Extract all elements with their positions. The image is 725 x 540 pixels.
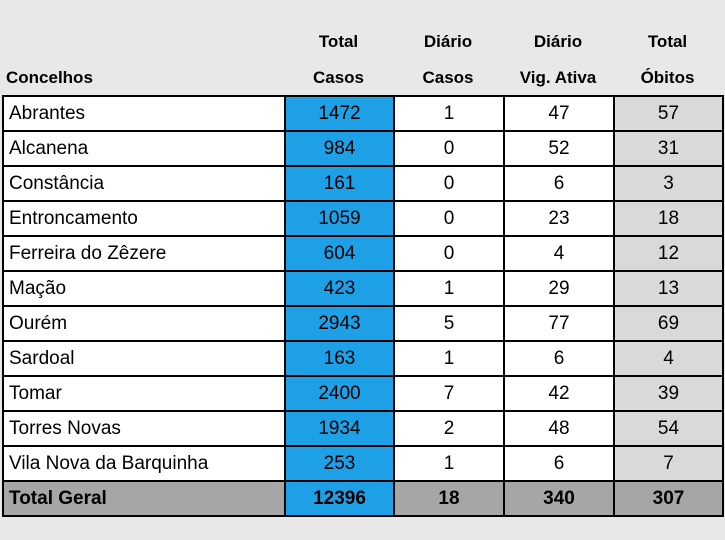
vig-ativa-cell: 42 (503, 375, 615, 412)
vig-ativa-sum: 340 (503, 480, 615, 517)
table-row: Mação 423 1 29 13 (2, 270, 724, 307)
diario-casos-sum: 18 (393, 480, 505, 517)
concelho-name: Ourém (2, 305, 286, 342)
concelho-name: Ferreira do Zêzere (2, 235, 286, 272)
vig-ativa-cell: 29 (503, 270, 615, 307)
diario-casos-cell: 7 (393, 375, 505, 412)
header-vig-ativa-line2: Vig. Ativa (519, 68, 597, 87)
vig-ativa-cell: 48 (503, 410, 615, 447)
vig-ativa-cell: 6 (503, 340, 615, 377)
diario-casos-cell: 2 (393, 410, 505, 447)
total-casos-cell: 253 (284, 445, 395, 482)
header-diario-casos-line2: Casos (422, 68, 474, 87)
total-row: Total Geral 12396 18 340 307 (2, 480, 724, 517)
diario-casos-cell: 1 (393, 270, 505, 307)
header-concelhos: Concelhos (6, 68, 93, 87)
concelho-name: Vila Nova da Barquinha (2, 445, 286, 482)
diario-casos-cell: 0 (393, 235, 505, 272)
vig-ativa-cell: 6 (503, 165, 615, 202)
concelho-name: Abrantes (2, 95, 286, 132)
concelho-name: Alcanena (2, 130, 286, 167)
table-row: Tomar 2400 7 42 39 (2, 375, 724, 412)
vig-ativa-cell: 23 (503, 200, 615, 237)
obitos-sum: 307 (613, 480, 724, 517)
obitos-cell: 12 (613, 235, 724, 272)
header-total-casos-line1: Total (318, 32, 359, 51)
obitos-cell: 7 (613, 445, 724, 482)
header-total-obitos-line1: Total (647, 32, 688, 51)
concelho-name: Constância (2, 165, 286, 202)
total-label: Total Geral (2, 480, 286, 517)
total-casos-cell: 163 (284, 340, 395, 377)
table-header: Concelhos Total Casos Diário Casos Diári… (0, 0, 725, 95)
obitos-cell: 39 (613, 375, 724, 412)
vig-ativa-cell: 77 (503, 305, 615, 342)
table-row: Sardoal 163 1 6 4 (2, 340, 724, 377)
diario-casos-cell: 5 (393, 305, 505, 342)
concelho-name: Mação (2, 270, 286, 307)
obitos-cell: 18 (613, 200, 724, 237)
total-casos-cell: 1059 (284, 200, 395, 237)
obitos-cell: 31 (613, 130, 724, 167)
table-row: Ourém 2943 5 77 69 (2, 305, 724, 342)
obitos-cell: 57 (613, 95, 724, 132)
vig-ativa-cell: 47 (503, 95, 615, 132)
obitos-cell: 69 (613, 305, 724, 342)
total-casos-cell: 161 (284, 165, 395, 202)
total-casos-cell: 604 (284, 235, 395, 272)
total-casos-cell: 984 (284, 130, 395, 167)
table-row: Torres Novas 1934 2 48 54 (2, 410, 724, 447)
obitos-cell: 54 (613, 410, 724, 447)
table-row: Ferreira do Zêzere 604 0 4 12 (2, 235, 724, 272)
data-table: Abrantes 1472 1 47 57 Alcanena 984 0 52 … (2, 95, 724, 517)
concelho-name: Torres Novas (2, 410, 286, 447)
table-row: Constância 161 0 6 3 (2, 165, 724, 202)
total-casos-cell: 423 (284, 270, 395, 307)
obitos-cell: 3 (613, 165, 724, 202)
diario-casos-cell: 0 (393, 200, 505, 237)
vig-ativa-cell: 6 (503, 445, 615, 482)
concelho-name: Sardoal (2, 340, 286, 377)
total-casos-cell: 2400 (284, 375, 395, 412)
total-casos-cell: 1934 (284, 410, 395, 447)
concelho-name: Tomar (2, 375, 286, 412)
header-diario-casos-line1: Diário (423, 32, 473, 51)
obitos-cell: 4 (613, 340, 724, 377)
table-row: Abrantes 1472 1 47 57 (2, 95, 724, 132)
obitos-cell: 13 (613, 270, 724, 307)
vig-ativa-cell: 52 (503, 130, 615, 167)
table-row: Vila Nova da Barquinha 253 1 6 7 (2, 445, 724, 482)
diario-casos-cell: 0 (393, 130, 505, 167)
table-row: Entroncamento 1059 0 23 18 (2, 200, 724, 237)
total-casos-sum: 12396 (284, 480, 395, 517)
diario-casos-cell: 1 (393, 340, 505, 377)
header-vig-ativa-line1: Diário (533, 32, 583, 51)
concelho-name: Entroncamento (2, 200, 286, 237)
total-casos-cell: 1472 (284, 95, 395, 132)
diario-casos-cell: 0 (393, 165, 505, 202)
total-casos-cell: 2943 (284, 305, 395, 342)
diario-casos-cell: 1 (393, 95, 505, 132)
table-row: Alcanena 984 0 52 31 (2, 130, 724, 167)
diario-casos-cell: 1 (393, 445, 505, 482)
header-total-obitos-line2: Óbitos (640, 68, 695, 87)
header-total-casos-line2: Casos (312, 68, 365, 87)
vig-ativa-cell: 4 (503, 235, 615, 272)
